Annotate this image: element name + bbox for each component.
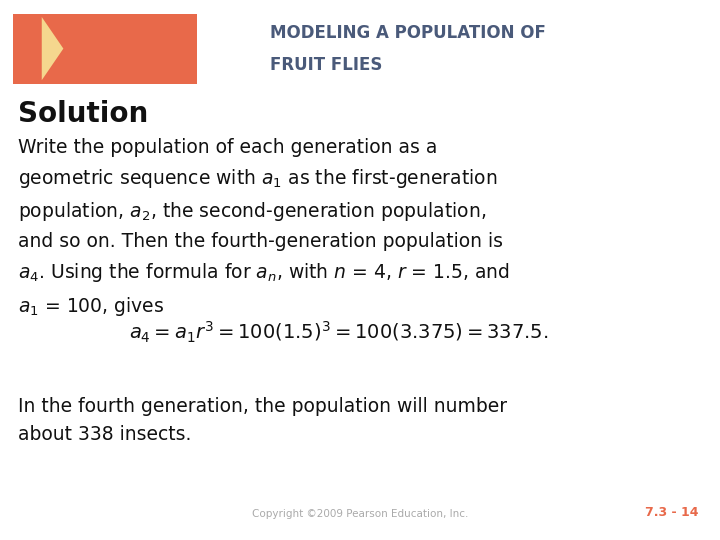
Text: 7.3 - 14: 7.3 - 14 xyxy=(645,507,698,519)
Text: Example 4: Example 4 xyxy=(62,38,192,59)
Text: Solution: Solution xyxy=(18,100,148,128)
Text: FRUIT FLIES: FRUIT FLIES xyxy=(270,56,382,74)
Text: Copyright ©2009 Pearson Education, Inc.: Copyright ©2009 Pearson Education, Inc. xyxy=(252,509,468,519)
Text: In the fourth generation, the population will number
about 338 insects.: In the fourth generation, the population… xyxy=(18,397,507,444)
Text: Write the population of each generation as a
geometric sequence with $a_1$ as th: Write the population of each generation … xyxy=(18,138,510,318)
Text: $a_4 = a_1r^3 = 100(1.5)^3 = 100(3.375) = 337.5.$: $a_4 = a_1r^3 = 100(1.5)^3 = 100(3.375) … xyxy=(129,320,548,345)
Text: MODELING A POPULATION OF: MODELING A POPULATION OF xyxy=(270,24,546,43)
